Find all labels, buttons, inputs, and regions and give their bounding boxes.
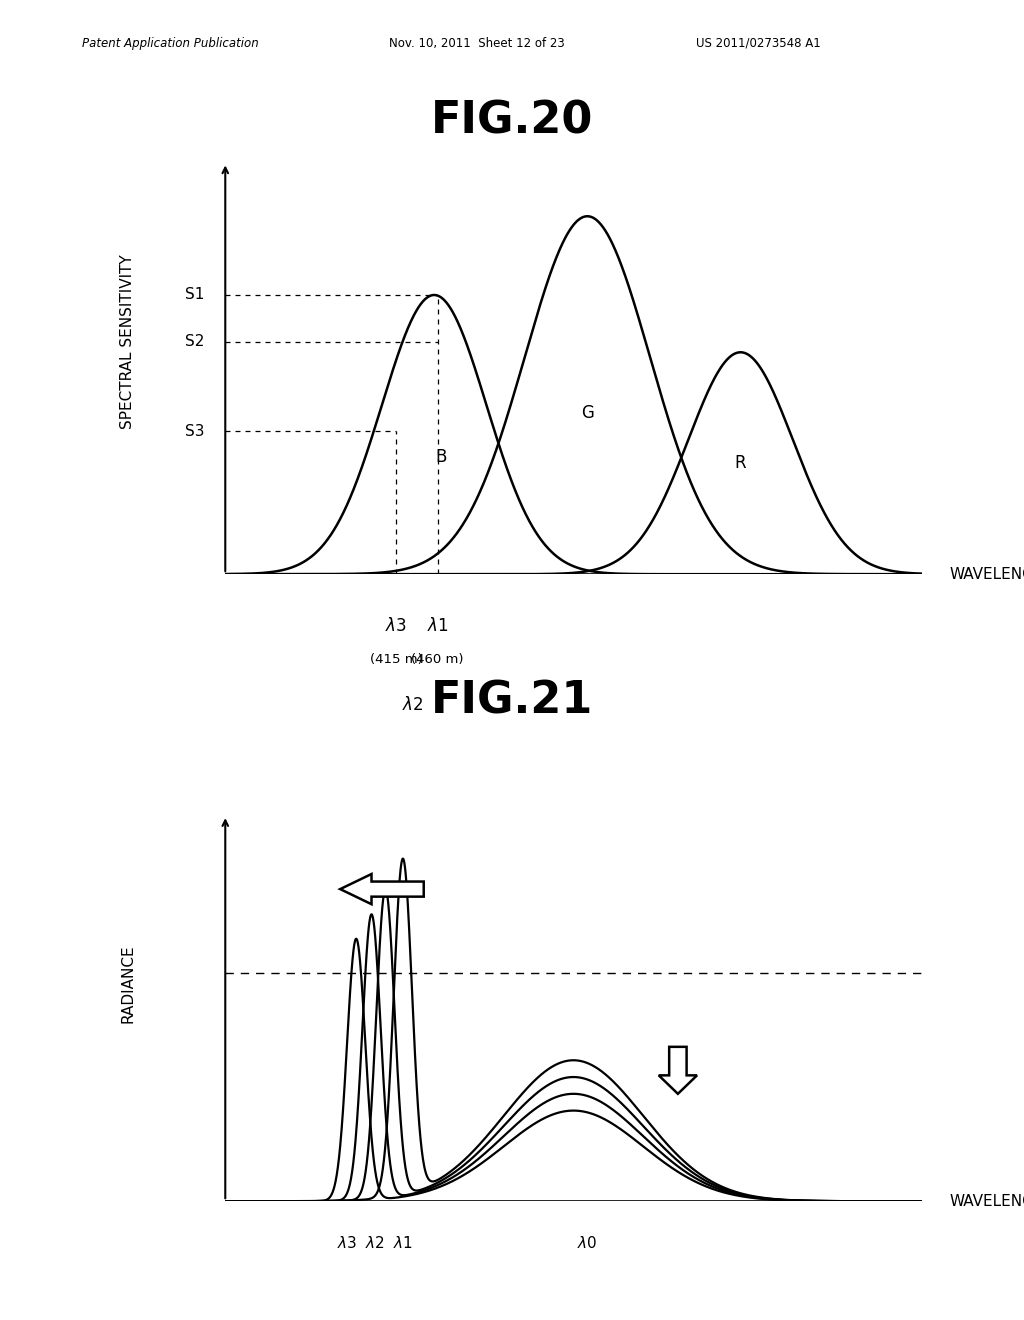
Text: G: G bbox=[581, 404, 594, 422]
Text: (415 m): (415 m) bbox=[370, 653, 422, 667]
Text: RADIANCE: RADIANCE bbox=[120, 944, 135, 1023]
Text: FIG.21: FIG.21 bbox=[431, 680, 593, 723]
Text: US 2011/0273548 A1: US 2011/0273548 A1 bbox=[696, 37, 821, 50]
Text: R: R bbox=[735, 454, 746, 473]
FancyArrow shape bbox=[340, 874, 424, 904]
FancyArrow shape bbox=[658, 1047, 697, 1094]
Text: WAVELENGTH: WAVELENGTH bbox=[949, 1193, 1024, 1209]
Text: Patent Application Publication: Patent Application Publication bbox=[82, 37, 259, 50]
Text: Nov. 10, 2011  Sheet 12 of 23: Nov. 10, 2011 Sheet 12 of 23 bbox=[389, 37, 565, 50]
Text: S2: S2 bbox=[185, 334, 205, 348]
Text: $\lambda$3: $\lambda$3 bbox=[337, 1234, 357, 1251]
Text: $\lambda$2: $\lambda$2 bbox=[366, 1234, 385, 1251]
Text: $\lambda$1: $\lambda$1 bbox=[427, 618, 449, 635]
Text: $\lambda$0: $\lambda$0 bbox=[578, 1234, 598, 1251]
Text: FIG.20: FIG.20 bbox=[431, 99, 593, 143]
Text: $\lambda$3: $\lambda$3 bbox=[385, 618, 407, 635]
Text: $\lambda$2: $\lambda$2 bbox=[402, 696, 424, 714]
Text: S3: S3 bbox=[185, 424, 205, 438]
Text: S1: S1 bbox=[185, 288, 205, 302]
Text: (460 m): (460 m) bbox=[412, 653, 464, 667]
Text: WAVELENGTH: WAVELENGTH bbox=[949, 566, 1024, 582]
Text: $\lambda$1: $\lambda$1 bbox=[393, 1234, 413, 1251]
Text: SPECTRAL SENSITIVITY: SPECTRAL SENSITIVITY bbox=[120, 255, 135, 429]
Text: B: B bbox=[435, 447, 446, 466]
